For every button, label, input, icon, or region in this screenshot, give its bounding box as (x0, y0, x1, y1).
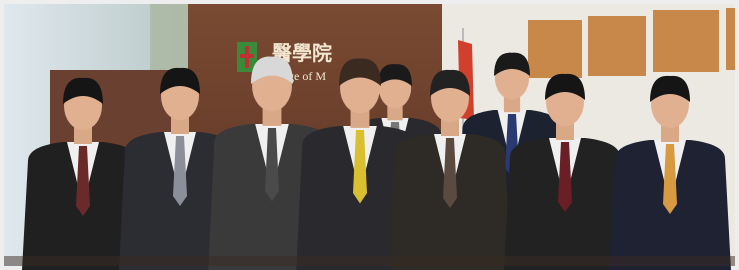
plaque (726, 8, 735, 70)
photo: 醫學院 College of M (0, 0, 739, 270)
floor (4, 256, 735, 266)
page: {"sign": {"chinese": "醫學院", "english": "… (0, 0, 739, 270)
plaque (653, 10, 719, 72)
plaque (588, 16, 646, 76)
plaque (528, 20, 582, 78)
